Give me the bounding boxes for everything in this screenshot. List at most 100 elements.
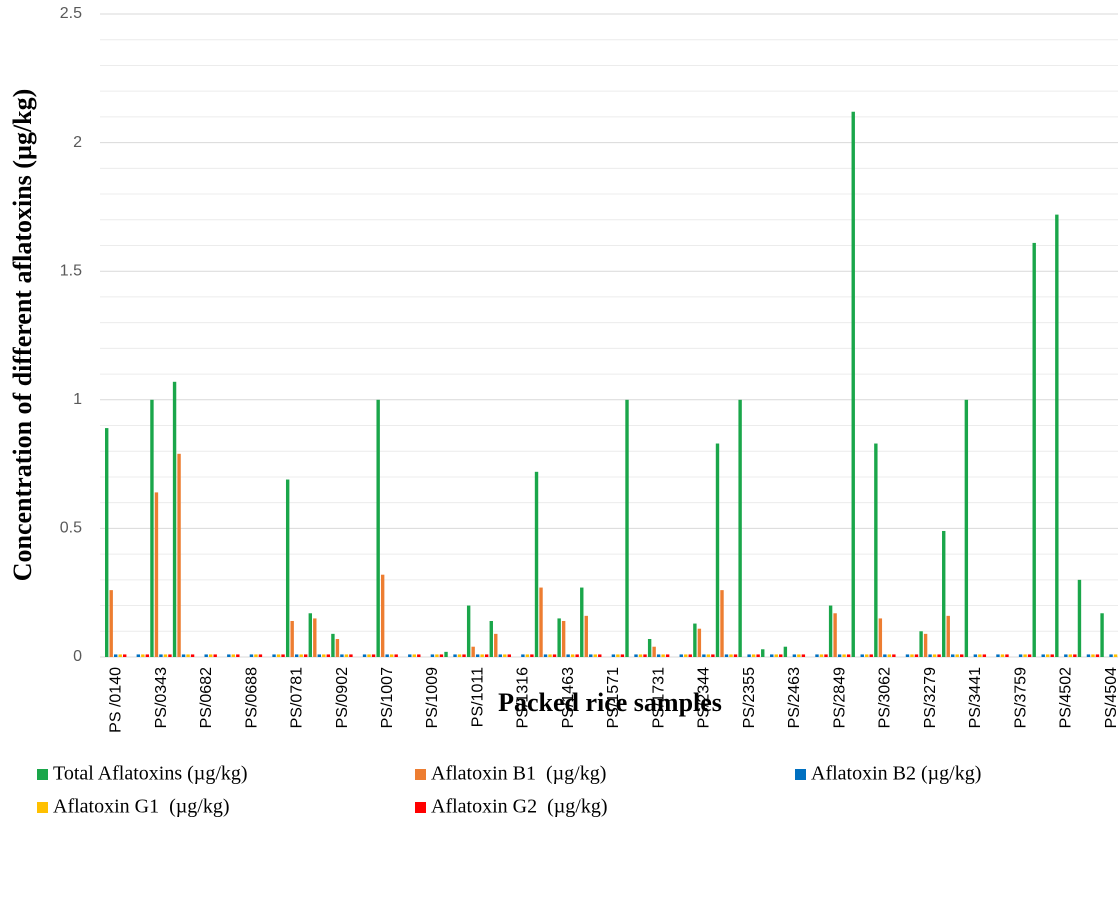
- bar: [281, 654, 285, 657]
- bar: [466, 605, 471, 657]
- x-tick-label: PS/1316: [515, 667, 532, 728]
- bar: [548, 654, 552, 657]
- bar: [340, 654, 344, 657]
- bar: [557, 618, 561, 657]
- bar: [625, 399, 629, 657]
- bar: [837, 654, 842, 657]
- bar: [679, 654, 683, 657]
- bar: [661, 654, 665, 657]
- bar: [828, 605, 833, 657]
- bar: [589, 654, 593, 657]
- bar: [715, 443, 720, 657]
- bar: [937, 654, 941, 657]
- bar: [697, 628, 702, 657]
- legend-label: Total Aflatoxins (µg/kg): [53, 763, 248, 785]
- bar: [797, 654, 801, 657]
- bar: [290, 620, 294, 657]
- bar: [159, 654, 163, 657]
- bar: [503, 654, 507, 657]
- bar: [276, 654, 281, 657]
- bar: [498, 654, 502, 657]
- bar: [892, 654, 896, 657]
- bar: [367, 654, 371, 657]
- bar: [118, 654, 122, 657]
- bar: [430, 654, 435, 657]
- bar: [145, 654, 150, 657]
- bar: [851, 111, 855, 657]
- bar: [525, 654, 530, 657]
- bar: [910, 654, 914, 657]
- x-tick-label: PS/3279: [922, 667, 939, 728]
- bar: [634, 654, 638, 657]
- bar: [484, 654, 489, 657]
- bar: [598, 654, 602, 657]
- bar: [1091, 654, 1095, 657]
- bar: [543, 654, 548, 657]
- bar: [638, 654, 643, 657]
- bar: [923, 633, 928, 657]
- bar: [584, 615, 588, 657]
- bar: [417, 654, 421, 657]
- bar: [435, 654, 439, 657]
- y-tick-label: 0: [73, 648, 82, 665]
- bar: [294, 654, 299, 657]
- bar: [530, 654, 534, 657]
- bar: [1050, 654, 1054, 657]
- x-tick-label: PS/0781: [289, 667, 306, 728]
- legend-marker: [37, 769, 48, 780]
- bar: [177, 453, 181, 657]
- bar: [1005, 654, 1009, 657]
- bar: [181, 654, 186, 657]
- bar: [1018, 654, 1023, 657]
- bar: [770, 654, 774, 657]
- bar: [978, 654, 982, 657]
- bar: [389, 654, 394, 657]
- bar: [928, 654, 932, 657]
- bar: [453, 654, 457, 657]
- bar: [684, 654, 688, 657]
- x-tick-label: PS/2344: [696, 667, 713, 728]
- bar: [285, 479, 290, 657]
- bar: [860, 654, 864, 657]
- bar: [869, 654, 873, 657]
- y-tick-label: 2: [73, 134, 82, 151]
- bar: [1041, 654, 1045, 657]
- bar: [1000, 654, 1005, 657]
- x-axis-title: Packed rice samples: [498, 688, 722, 717]
- bar: [331, 633, 335, 657]
- bar: [313, 618, 317, 657]
- bar: [865, 654, 869, 657]
- bar: [905, 654, 910, 657]
- bar: [919, 631, 923, 657]
- x-tick-label: PS/2463: [786, 667, 803, 728]
- bar: [507, 654, 511, 657]
- bar: [833, 613, 837, 657]
- bar: [946, 615, 950, 657]
- bar: [942, 530, 946, 657]
- bar: [317, 654, 321, 657]
- bar: [380, 574, 385, 657]
- bar: [914, 654, 919, 657]
- y-axis-title: Concentration of different aflatoxins (µ…: [8, 89, 37, 582]
- bar: [575, 654, 579, 657]
- bar: [874, 443, 878, 657]
- bar: [172, 381, 177, 657]
- bar: [385, 654, 389, 657]
- bar: [208, 654, 213, 657]
- bar: [534, 471, 539, 657]
- bar: [761, 649, 765, 657]
- x-tick-label: PS/0682: [198, 667, 215, 728]
- bar: [471, 646, 475, 657]
- bar: [842, 654, 846, 657]
- bar: [702, 654, 706, 657]
- x-tick-label: PS/0343: [153, 667, 170, 728]
- bar: [439, 654, 444, 657]
- bar: [123, 654, 127, 657]
- bar: [643, 654, 647, 657]
- bar: [154, 492, 159, 657]
- bar: [815, 654, 819, 657]
- bar: [593, 654, 597, 657]
- bar: [344, 654, 349, 657]
- bar: [973, 654, 978, 657]
- bar: [322, 654, 326, 657]
